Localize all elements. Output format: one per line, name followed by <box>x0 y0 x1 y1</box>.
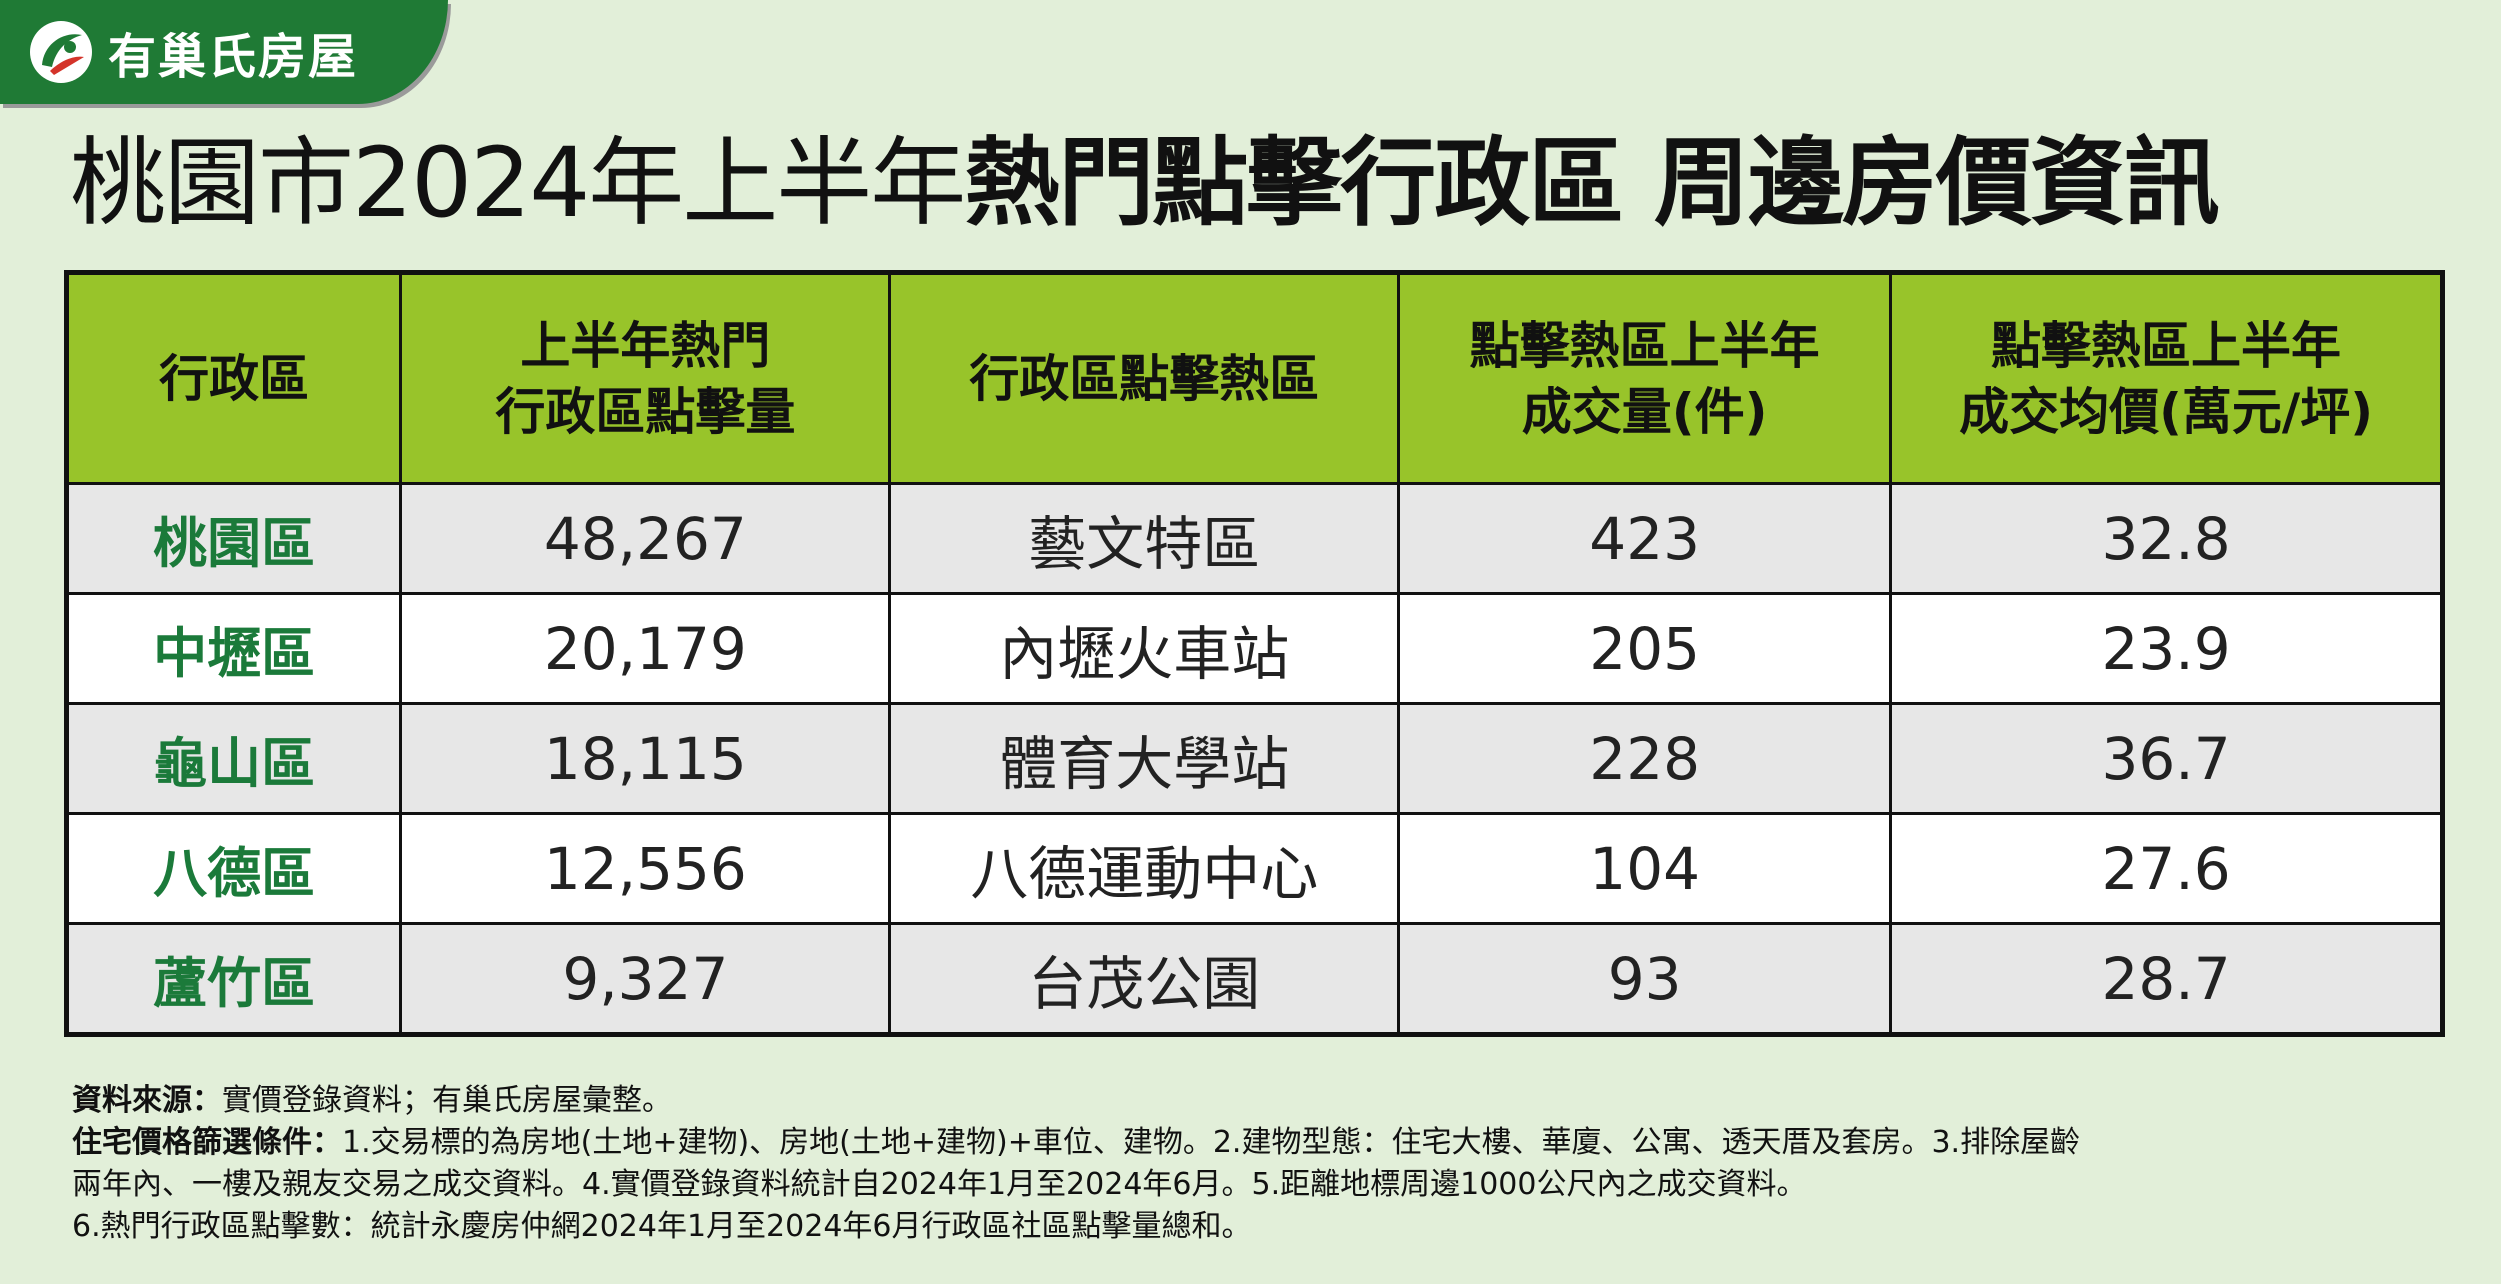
footnotes: 資料來源：實價登錄資料；有巢氏房屋彙整。 住宅價格篩選條件：1.交易標的為房地(… <box>72 1080 2452 1248</box>
avg-price-cell: 32.8 <box>1889 482 2444 595</box>
header-line: 上半年熱門 <box>520 316 771 375</box>
header-line: 成交均價(萬元/坪) <box>1959 382 2374 441</box>
criteria-label: 住宅價格篩選條件： <box>72 1125 342 1160</box>
header-line: 成交量(件) <box>1521 382 1768 441</box>
header-line: 行政區 <box>159 349 310 408</box>
clicks-cell: 18,115 <box>399 702 892 815</box>
source-note: 資料來源：實價登錄資料；有巢氏房屋彙整。 <box>72 1080 2452 1122</box>
criteria-line-2: 兩年內、一樓及親友交易之成交資料。4.實價登錄資料統計自2024年1月至2024… <box>72 1167 1807 1202</box>
volume-cell: 228 <box>1397 702 1893 815</box>
district-cell: 八德區 <box>64 812 403 925</box>
header-district: 行政區 <box>64 271 403 485</box>
table-header-row: 行政區 上半年熱門 行政區點擊量 行政區點擊熱區 點擊熱區上半年 成交量(件) … <box>64 271 2444 485</box>
brand-name: 有巢氏房屋 <box>108 29 359 85</box>
leaf-swoosh-icon <box>30 21 92 83</box>
table-row: 八德區 12,556 八德運動中心 104 27.6 <box>64 812 2444 925</box>
header-clicks: 上半年熱門 行政區點擊量 <box>399 271 892 485</box>
avg-price-cell: 27.6 <box>1889 812 2444 925</box>
avg-price-cell: 36.7 <box>1889 702 2444 815</box>
avg-price-cell: 23.9 <box>1889 592 2444 705</box>
title-bold-part: 熱門點擊行政區 周邊房價資訊 <box>964 127 2219 239</box>
volume-cell: 423 <box>1397 482 1893 595</box>
criteria-line-3: 6.熱門行政區點擊數：統計永慶房仲網2024年1月至2024年6月行政區社區點擊… <box>72 1209 1252 1244</box>
avg-price-cell: 28.7 <box>1889 922 2444 1036</box>
volume-cell: 205 <box>1397 592 1893 705</box>
source-label: 資料來源： <box>72 1083 222 1118</box>
brand-logo-tab: 有巢氏房屋 <box>0 0 448 104</box>
table-row: 桃園區 48,267 藝文特區 423 32.8 <box>64 482 2444 595</box>
header-line: 行政區點擊熱區 <box>969 349 1320 408</box>
table-row: 蘆竹區 9,327 台茂公園 93 28.7 <box>64 922 2444 1036</box>
hotspot-cell: 內壢火車站 <box>888 592 1401 705</box>
criteria-line-1: 1.交易標的為房地(土地+建物)、房地(土地+建物)+車位、建物。2.建物型態：… <box>342 1125 2081 1160</box>
district-cell: 龜山區 <box>64 702 403 815</box>
table-row: 中壢區 20,179 內壢火車站 205 23.9 <box>64 592 2444 705</box>
source-text: 實價登錄資料；有巢氏房屋彙整。 <box>222 1083 672 1118</box>
clicks-cell: 9,327 <box>399 922 892 1036</box>
district-cell: 中壢區 <box>64 592 403 705</box>
district-cell: 桃園區 <box>64 482 403 595</box>
header-volume: 點擊熱區上半年 成交量(件) <box>1397 271 1893 485</box>
hotspot-cell: 體育大學站 <box>888 702 1401 815</box>
title-light-part: 桃園市2024年上半年 <box>70 127 966 239</box>
header-hotspot: 行政區點擊熱區 <box>888 271 1401 485</box>
header-line: 行政區點擊量 <box>495 382 796 441</box>
hotspot-cell: 台茂公園 <box>888 922 1401 1036</box>
criteria-note: 住宅價格篩選條件：1.交易標的為房地(土地+建物)、房地(土地+建物)+車位、建… <box>72 1122 2452 1164</box>
table-row: 龜山區 18,115 體育大學站 228 36.7 <box>64 702 2444 815</box>
header-avg-price: 點擊熱區上半年 成交均價(萬元/坪) <box>1889 271 2444 485</box>
hotspot-cell: 八德運動中心 <box>888 812 1401 925</box>
clicks-cell: 12,556 <box>399 812 892 925</box>
volume-cell: 93 <box>1397 922 1893 1036</box>
price-table: 行政區 上半年熱門 行政區點擊量 行政區點擊熱區 點擊熱區上半年 成交量(件) … <box>64 270 2445 1037</box>
header-line: 點擊熱區上半年 <box>1991 316 2342 375</box>
header-line: 點擊熱區上半年 <box>1469 316 1820 375</box>
page-title: 桃園市2024年上半年熱門點擊行政區 周邊房價資訊 <box>70 118 2220 248</box>
volume-cell: 104 <box>1397 812 1893 925</box>
clicks-cell: 20,179 <box>399 592 892 705</box>
district-cell: 蘆竹區 <box>64 922 403 1036</box>
hotspot-cell: 藝文特區 <box>888 482 1401 595</box>
clicks-cell: 48,267 <box>399 482 892 595</box>
